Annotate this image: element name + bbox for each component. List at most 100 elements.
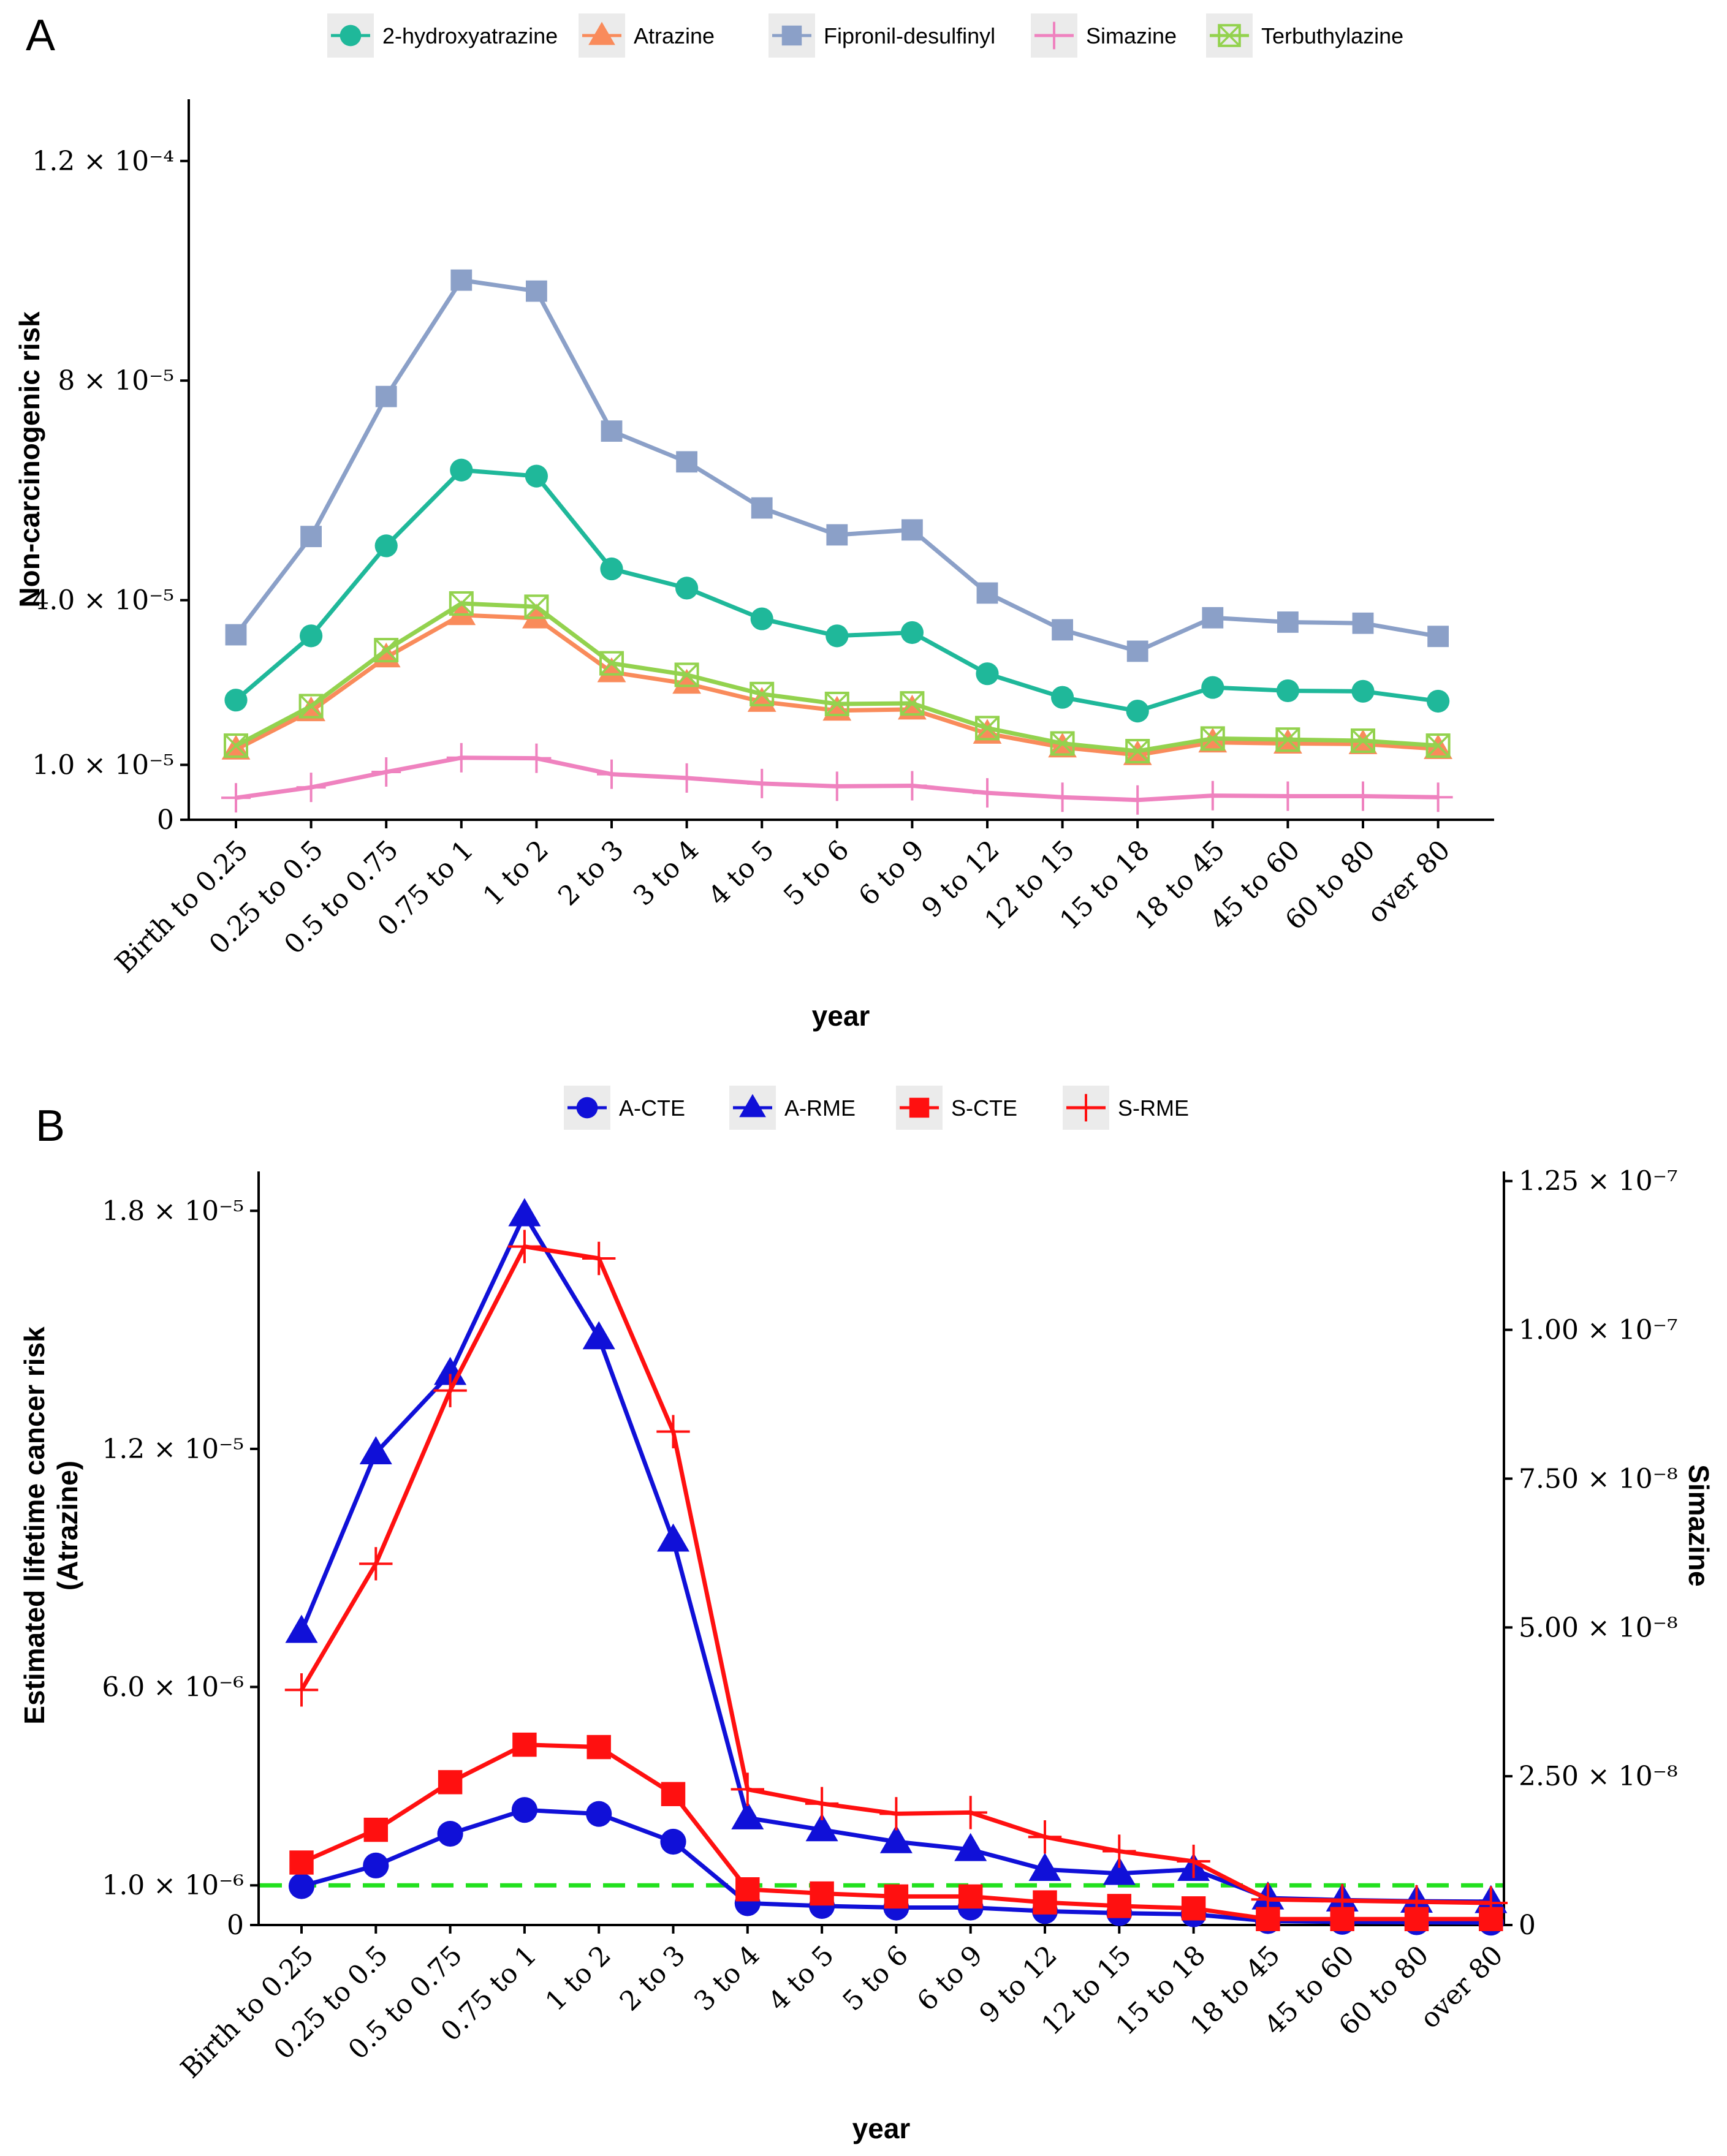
data-point-s-rme <box>1326 1883 1359 1918</box>
y-tick-label: 1.2 × 10⁻⁴ <box>32 146 174 177</box>
legend-label-terbuthylazine: Terbuthylazine <box>1261 23 1403 48</box>
data-point-a-rme <box>582 1321 615 1350</box>
data-point-terbuthylazine <box>1275 727 1300 752</box>
y-tick-label: 8 × 10⁻⁵ <box>58 365 174 396</box>
legend-label-s-rme: S-RME <box>1118 1095 1189 1121</box>
data-point-terbuthylazine <box>900 691 925 716</box>
y-tick-label: 0 <box>227 1910 244 1941</box>
x-tick-label: 3 to 4 <box>688 1940 766 2018</box>
legend-marker-a-cte <box>576 1097 598 1119</box>
legend-marker-s-rme <box>1072 1094 1100 1122</box>
y-right-tick-label: 7.50 × 10⁻⁸ <box>1519 1463 1678 1494</box>
data-point-2-hydroxyatrazine <box>224 689 248 712</box>
data-point-s-cte <box>512 1732 537 1757</box>
data-point-simazine <box>1423 782 1453 812</box>
data-point-fipronil-desulfinyl <box>601 420 623 442</box>
data-point-terbuthylazine <box>1425 733 1451 758</box>
y-right-tick-label: 5.00 × 10⁻⁸ <box>1519 1612 1678 1643</box>
legend-label-2-hydroxyatrazine: 2-hydroxyatrazine <box>382 23 558 48</box>
data-point-s-cte <box>735 1877 760 1902</box>
data-point-simazine <box>221 783 251 813</box>
data-point-simazine <box>446 743 476 773</box>
data-point-s-cte <box>1107 1894 1132 1918</box>
data-point-simazine <box>897 771 927 801</box>
x-tick-label: Birth to 0.25 <box>109 834 254 980</box>
panel-b-y-axis-title-line1: Estimated lifetime cancer risk <box>18 1326 50 1725</box>
data-point-terbuthylazine <box>374 638 399 663</box>
legend-label-s-cte: S-CTE <box>951 1095 1017 1121</box>
x-tick-label: 2 to 3 <box>614 1940 692 2018</box>
data-point-fipronil-desulfinyl <box>1202 607 1224 629</box>
legend-marker-simazine <box>1040 21 1068 50</box>
data-point-2-hydroxyatrazine <box>300 624 323 648</box>
data-point-terbuthylazine <box>449 591 474 616</box>
data-point-fipronil-desulfinyl <box>1427 626 1449 648</box>
data-point-terbuthylazine <box>1200 726 1225 751</box>
data-point-atrazine <box>672 668 701 694</box>
data-point-terbuthylazine <box>1050 731 1075 756</box>
data-point-atrazine <box>447 600 476 626</box>
y-tick-label: 0 <box>157 804 174 836</box>
data-point-s-rme <box>805 1787 839 1821</box>
panel-b-x-axis-title: year <box>852 2113 911 2144</box>
data-point-2-hydroxyatrazine <box>1351 679 1375 703</box>
data-point-a-rme <box>285 1614 318 1643</box>
data-point-a-cte <box>511 1797 537 1823</box>
data-point-2-hydroxyatrazine <box>374 534 398 558</box>
series-simazine <box>221 743 1453 815</box>
data-point-2-hydroxyatrazine <box>525 464 548 488</box>
y-tick-label: 1.8 × 10⁻⁵ <box>102 1195 244 1227</box>
data-point-fipronil-desulfinyl <box>375 385 397 407</box>
y-tick-label: 1.2 × 10⁻⁵ <box>102 1434 244 1465</box>
legend-item-s-rme: S-RME <box>1063 1086 1189 1130</box>
data-point-s-cte <box>1181 1896 1206 1921</box>
x-tick-label: over 80 <box>1361 834 1456 929</box>
x-tick-label: Birth to 0.25 <box>175 1940 320 2085</box>
data-point-a-cte <box>586 1801 612 1827</box>
data-point-2-hydroxyatrazine <box>1051 686 1074 709</box>
legend-marker-a-rme <box>739 1094 766 1118</box>
data-point-terbuthylazine <box>975 716 1000 741</box>
x-tick-label: 2 to 3 <box>552 834 630 912</box>
x-tick-label: 4 to 5 <box>762 1940 840 2018</box>
x-tick-label: 5 to 6 <box>778 834 856 912</box>
data-point-s-cte <box>363 1817 389 1842</box>
x-tick-label: 5 to 6 <box>837 1940 915 2018</box>
legend-label-a-rme: A-RME <box>784 1095 856 1121</box>
data-point-s-cte <box>289 1850 314 1875</box>
panel-b-y-axis-title-line2: (Atrazine) <box>51 1461 83 1591</box>
data-point-s-cte <box>438 1770 463 1795</box>
data-point-s-rme <box>879 1797 913 1831</box>
data-point-2-hydroxyatrazine <box>1276 679 1299 703</box>
data-point-2-hydroxyatrazine <box>976 662 999 686</box>
data-point-s-cte <box>810 1881 834 1906</box>
legend-marker-s-cte <box>909 1097 930 1118</box>
data-point-simazine <box>371 757 401 787</box>
panel-b-label: B <box>36 1102 65 1151</box>
data-point-simazine <box>1348 781 1378 811</box>
panel-b-series <box>284 1198 1508 1936</box>
y-right-tick-label: 2.50 × 10⁻⁸ <box>1519 1761 1678 1792</box>
y-tick-label: 1.0 × 10⁻⁵ <box>32 749 174 781</box>
data-point-fipronil-desulfinyl <box>826 524 848 546</box>
data-point-fipronil-desulfinyl <box>901 519 923 541</box>
data-point-s-rme <box>1103 1834 1136 1868</box>
panel-a-axes <box>188 99 1494 821</box>
series-s-rme <box>284 1230 1508 1920</box>
data-point-terbuthylazine <box>298 694 324 719</box>
legend-label-simazine: Simazine <box>1086 23 1177 48</box>
legend-item-a-rme: A-RME <box>729 1086 856 1130</box>
data-point-a-rme <box>1028 1853 1061 1882</box>
data-point-fipronil-desulfinyl <box>526 280 547 302</box>
data-point-fipronil-desulfinyl <box>1277 611 1299 633</box>
data-point-fipronil-desulfinyl <box>676 451 697 473</box>
legend-item-fipronil-desulfinyl: Fipronil-desulfinyl <box>769 13 995 58</box>
panel-b-legend: A-CTE A-RME S-CTE S-RME <box>564 1086 1189 1130</box>
panel-a-x-axis-title: year <box>812 1000 870 1032</box>
series-terbuthylazine <box>224 591 1451 763</box>
data-point-s-rme <box>433 1374 467 1407</box>
legend-item-terbuthylazine: Terbuthylazine <box>1206 13 1403 58</box>
data-point-a-cte <box>288 1873 315 1899</box>
data-point-simazine <box>1123 785 1153 815</box>
data-point-atrazine <box>973 719 1002 744</box>
